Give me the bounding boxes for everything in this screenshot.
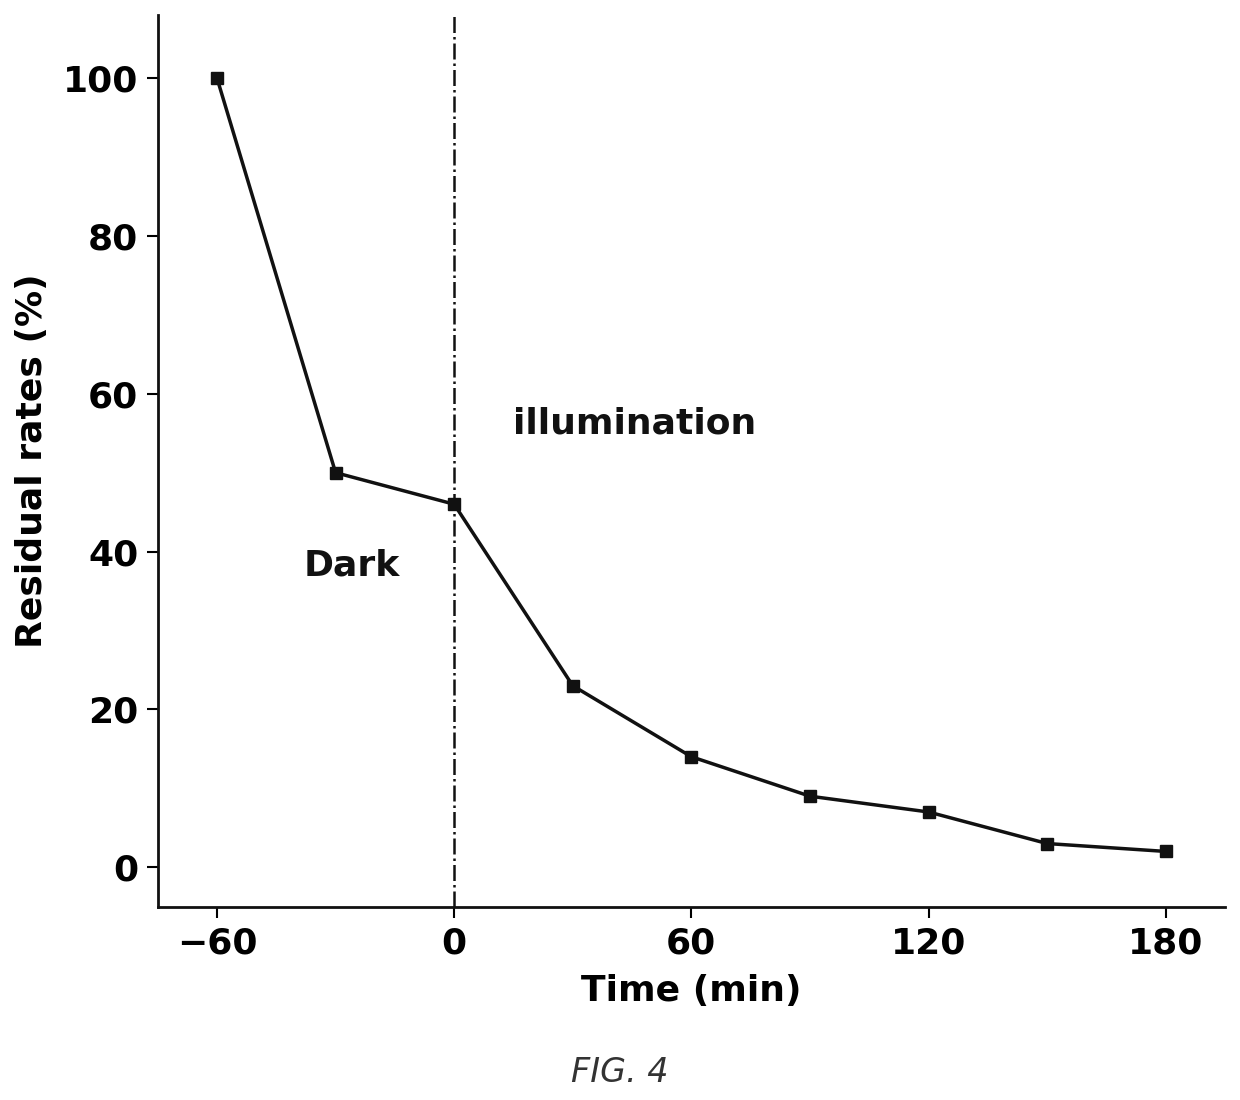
- Text: Dark: Dark: [304, 548, 401, 582]
- X-axis label: Time (min): Time (min): [582, 974, 801, 1008]
- Text: illumination: illumination: [513, 406, 756, 440]
- Text: FIG. 4: FIG. 4: [572, 1056, 668, 1089]
- Y-axis label: Residual rates (%): Residual rates (%): [15, 274, 50, 648]
